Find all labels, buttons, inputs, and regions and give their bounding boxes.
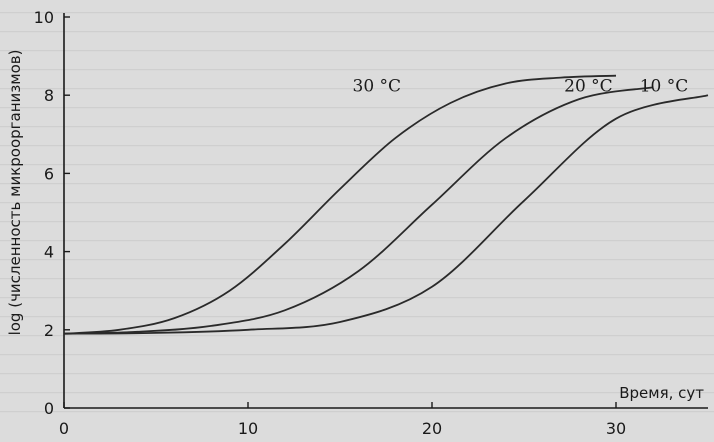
background-texture-line bbox=[0, 373, 714, 375]
background-texture-line bbox=[0, 392, 714, 394]
background-texture-line bbox=[0, 31, 714, 33]
background-texture-line bbox=[0, 259, 714, 261]
y-tick-label: 8 bbox=[44, 86, 54, 105]
background-texture-line bbox=[0, 278, 714, 280]
background-page-text bbox=[0, 12, 714, 413]
y-tick-label: 6 bbox=[44, 164, 54, 183]
background-texture-line bbox=[0, 145, 714, 147]
x-axis-title: Время, сут bbox=[619, 384, 704, 402]
background-texture-line bbox=[0, 335, 714, 337]
series-line-1 bbox=[63, 74, 617, 335]
series-label-1: 30 °C bbox=[353, 76, 402, 96]
axes bbox=[63, 13, 708, 409]
background-texture-line bbox=[0, 107, 714, 109]
background-texture-line bbox=[0, 69, 714, 71]
series-line-2 bbox=[63, 86, 653, 335]
background-texture-line bbox=[0, 12, 714, 14]
background-texture-line bbox=[0, 202, 714, 204]
tick-and-axis-labels: 0 2 4 6 8 10 0 10 20 30 Время, сут log (численность… bbox=[6, 8, 704, 438]
y-axis-title: log (численность микроорганизмов) bbox=[6, 50, 24, 336]
background-texture-line bbox=[0, 88, 714, 90]
series-label-2: 20 °C bbox=[564, 76, 613, 96]
y-tick-label: 4 bbox=[44, 243, 54, 262]
y-tick-label: 10 bbox=[34, 8, 54, 27]
background-texture-line bbox=[0, 297, 714, 299]
x-tick-label: 10 bbox=[238, 419, 258, 438]
background-texture-line bbox=[0, 50, 714, 52]
x-tick-label: 0 bbox=[59, 419, 69, 438]
background-texture-line bbox=[0, 183, 714, 185]
background-texture-line bbox=[0, 411, 714, 413]
x-tick-label: 20 bbox=[422, 419, 442, 438]
background-texture-line bbox=[0, 354, 714, 356]
background-texture-line bbox=[0, 316, 714, 318]
background-texture-line bbox=[0, 126, 714, 128]
series-label-3: 10 °C bbox=[640, 76, 689, 96]
y-tick-label: 0 bbox=[44, 399, 54, 418]
x-tick-label: 30 bbox=[606, 419, 626, 438]
background-texture-line bbox=[0, 221, 714, 223]
y-tick-label: 2 bbox=[44, 321, 54, 340]
series-curves bbox=[63, 74, 709, 335]
background-texture-line bbox=[0, 164, 714, 166]
series-line-3 bbox=[63, 94, 709, 335]
background-texture-line bbox=[0, 240, 714, 242]
